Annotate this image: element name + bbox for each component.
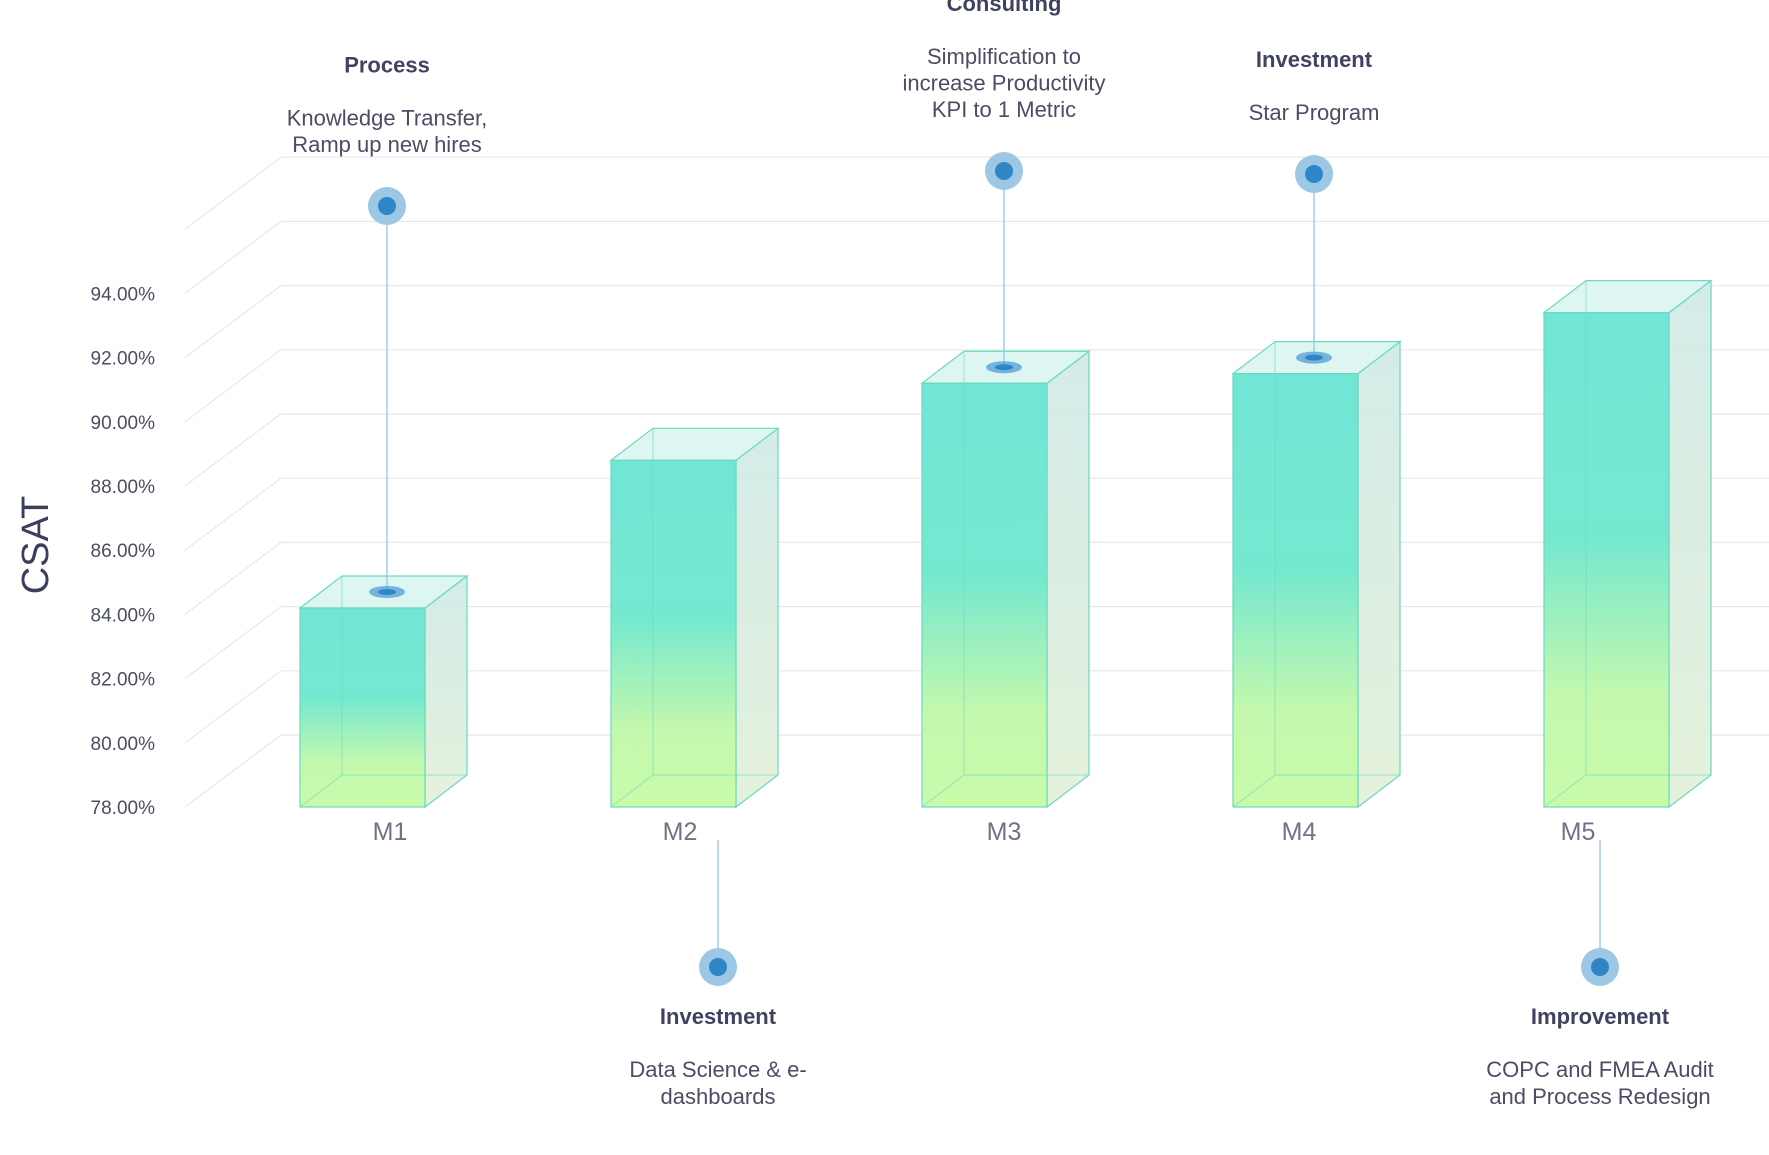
annotation-text: Simplification to [927,44,1081,69]
x-category-label: M3 [987,818,1022,846]
bar-front [1543,312,1670,808]
gridline-depth [184,156,282,230]
y-tick-label: 84.00% [91,605,156,626]
anchor-dot-core [995,364,1013,371]
annotations: Process Knowledge Transfer,Ramp up new hi… [287,0,1714,1109]
anchor-dot-core [378,588,396,595]
gridline-depth [184,606,282,680]
y-tick-label: 80.00% [91,734,156,755]
bar-front [921,382,1048,808]
bar-m1 [298,574,469,809]
bar-side [1357,340,1401,809]
annotation-text: increase Productivity [903,71,1106,96]
annotation-text: Data Science & e- [629,1057,806,1082]
x-category-label: M1 [373,818,408,846]
x-category-label: M2 [663,818,698,846]
bar-side [735,427,779,809]
annotation-title: Improvement [1531,1004,1670,1029]
bar-m5 [1542,279,1713,809]
annotation-text: COPC and FMEA Audit [1486,1057,1713,1082]
bar-front [299,607,426,808]
bar-front [1232,373,1359,808]
gridline-depth [184,220,282,294]
annotation-text: dashboards [661,1084,776,1109]
bar-m2 [609,427,780,809]
y-tick-label: 92.00% [91,349,156,370]
gridline-depth [184,734,282,808]
bar-m3 [920,350,1091,809]
gridline-depth [184,541,282,615]
marker-dot [709,958,727,976]
y-tick-label: 88.00% [91,477,156,498]
annotation-text: Ramp up new hires [292,132,482,157]
anchor-dot-core [1305,354,1323,361]
gridline-depth [184,477,282,551]
y-axis-ticks: 78.00% 80.00% 82.00% 84.00% 86.00% 88.00% 90.0… [91,284,156,819]
gridline-depth [184,413,282,487]
annotation-m1: Process Knowledge Transfer,Ramp up new hi… [287,53,488,598]
annotation-title: Investment [660,1004,777,1029]
annotation-m4: Investment Star Program [1249,47,1380,364]
annotation-text: Knowledge Transfer, [287,106,488,131]
annotation-title: Process [344,53,430,78]
bars [298,279,1713,809]
x-category-label: M5 [1561,818,1596,846]
marker-dot [1591,958,1609,976]
x-axis-categories: M1 M2 M3 M4 M5 [373,818,1596,846]
bar-side [1046,350,1090,809]
y-tick-label: 86.00% [91,541,156,562]
annotation-title: Consulting [947,0,1062,16]
annotation-text: KPI to 1 Metric [932,97,1076,122]
marker-dot [1305,165,1323,183]
gridline-depth [184,349,282,423]
y-tick-label: 94.00% [91,284,156,305]
bar-front [610,459,737,808]
gridline-depth [184,670,282,744]
y-tick-label: 90.00% [91,413,156,434]
marker-dot [995,162,1013,180]
annotation-text: and Process Redesign [1489,1084,1710,1109]
gridline-depth [184,285,282,359]
bar-side [1668,279,1712,809]
y-axis-label: CSAT [15,496,57,595]
bar-side [424,574,468,809]
x-category-label: M4 [1282,818,1317,846]
annotation-m2: Investment Data Science & e-dashboards [629,840,807,1109]
annotation-title: Investment [1256,47,1373,72]
marker-dot [378,197,396,215]
bar-m4 [1231,340,1402,809]
y-tick-label: 78.00% [91,798,156,819]
y-tick-label: 82.00% [91,670,156,691]
annotation-text: Star Program [1249,100,1380,125]
